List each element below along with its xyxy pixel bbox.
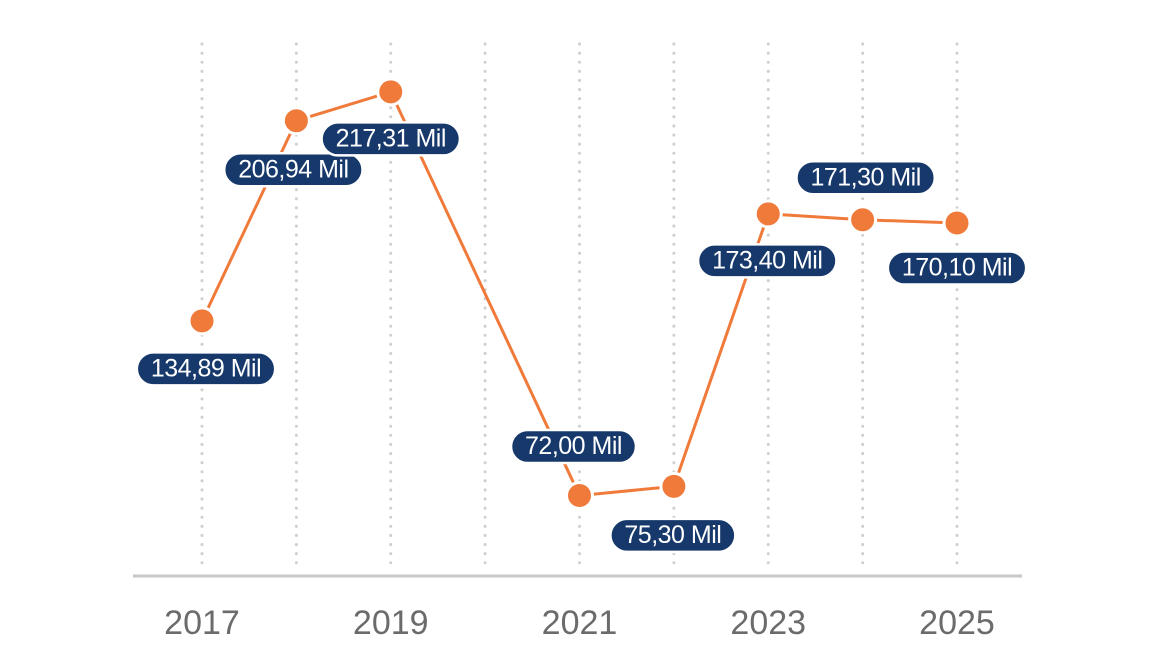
- x-tick-label: 2025: [919, 604, 995, 642]
- data-label: 134,89 Mil: [135, 351, 277, 387]
- data-label-text: 75,30 Mil: [624, 521, 721, 549]
- data-label: 170,10 Mil: [886, 250, 1028, 286]
- series-line-segment: [578, 484, 676, 498]
- x-tick-label: 2017: [164, 604, 240, 642]
- data-label: 171,30 Mil: [795, 159, 937, 196]
- series-line-segment: [861, 218, 959, 225]
- data-label-bg: [795, 159, 937, 196]
- series-markers: [187, 77, 972, 511]
- data-point: [848, 205, 878, 235]
- data-label: 206,94 Mil: [222, 151, 364, 188]
- data-label-text: 206,94 Mil: [238, 155, 348, 183]
- data-label: 217,31 Mil: [320, 121, 462, 157]
- data-point: [187, 306, 217, 336]
- x-tick-label: 2021: [542, 604, 618, 642]
- data-label-bg: [509, 428, 638, 465]
- data-label-text: 72,00 Mil: [525, 432, 622, 460]
- data-point: [659, 471, 689, 501]
- data-point: [376, 77, 406, 107]
- data-point: [753, 199, 783, 229]
- series-line-segment: [766, 212, 865, 222]
- x-axis-ticks: 2017 2019 2021 2023 2025: [164, 604, 995, 642]
- series-line-segment: [389, 90, 581, 498]
- data-label: 72,00 Mil: [509, 428, 638, 465]
- data-label-bg: [886, 250, 1028, 286]
- data-label: 75,30 Mil: [609, 517, 737, 554]
- data-label-bg: [609, 517, 737, 554]
- data-label-bg: [135, 351, 277, 387]
- series-line-segment: [294, 90, 393, 123]
- data-label-text: 173,40 Mil: [712, 246, 822, 274]
- x-tick-label: 2023: [730, 604, 806, 642]
- data-label-text: 134,89 Mil: [151, 354, 261, 382]
- data-point: [565, 481, 594, 511]
- data-point: [281, 106, 311, 136]
- series-line-segment: [200, 119, 298, 323]
- data-label-text: 170,10 Mil: [902, 254, 1012, 282]
- data-label-bg: [696, 243, 838, 279]
- data-label: 173,40 Mil: [696, 243, 838, 279]
- data-point: [942, 208, 972, 238]
- data-label-text: 171,30 Mil: [810, 163, 920, 191]
- data-label-text: 217,31 Mil: [336, 125, 446, 153]
- data-label-bg: [222, 151, 364, 188]
- data-label-bg: [320, 121, 462, 157]
- x-tick-label: 2019: [353, 604, 429, 642]
